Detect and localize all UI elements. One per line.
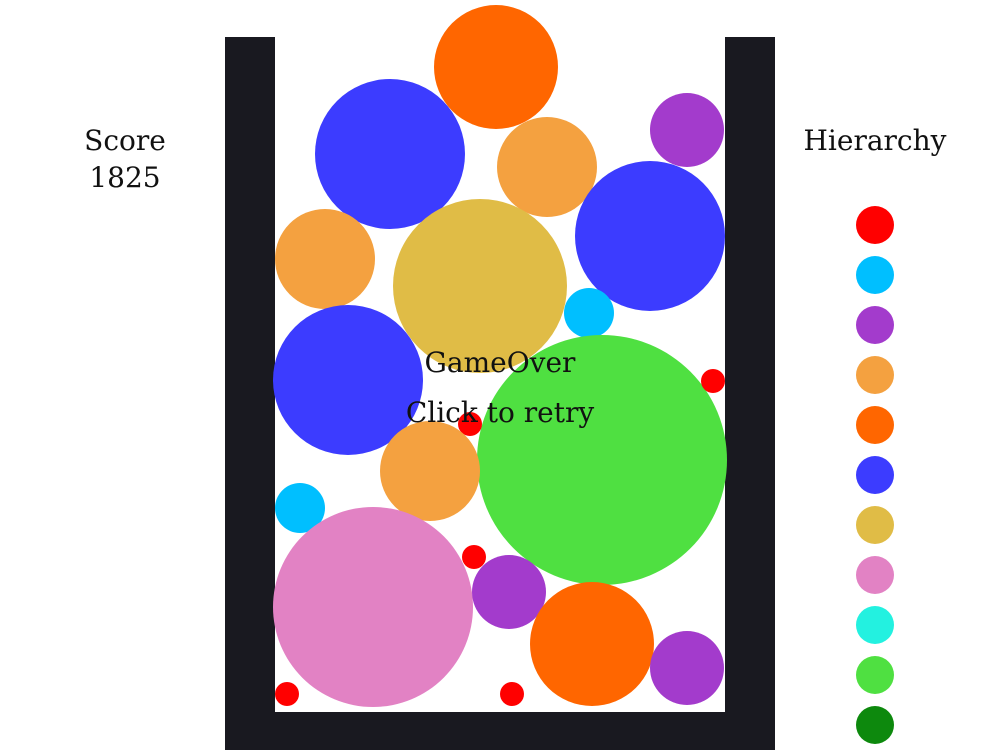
retry-prompt[interactable]: Click to retry <box>405 396 595 429</box>
ball-level-1 <box>462 545 486 569</box>
hierarchy-dot-level-11 <box>856 706 894 744</box>
ball-level-1 <box>500 682 524 706</box>
ball-level-1 <box>458 412 482 436</box>
jar-right-wall <box>725 37 775 750</box>
hierarchy-dot-level-1 <box>856 206 894 244</box>
ball-level-2 <box>275 483 325 533</box>
jar-floor <box>225 712 775 750</box>
ball-level-6 <box>273 305 423 455</box>
ball-level-8 <box>273 507 473 707</box>
ball-level-3 <box>650 631 724 705</box>
ball-level-6 <box>315 79 465 229</box>
ball-level-6 <box>575 161 725 311</box>
ball-level-3 <box>650 93 724 167</box>
ball-level-5 <box>434 5 558 129</box>
ball-level-1 <box>275 682 299 706</box>
ball-level-4 <box>380 421 480 521</box>
ball-level-4 <box>497 117 597 217</box>
hierarchy-dot-level-5 <box>856 406 894 444</box>
ball-level-3 <box>472 555 546 629</box>
ball-level-1 <box>701 369 725 393</box>
hierarchy-dot-level-2 <box>856 256 894 294</box>
hierarchy-list <box>856 206 894 750</box>
hierarchy-dot-level-4 <box>856 356 894 394</box>
ball-level-5 <box>530 582 654 706</box>
ball-level-10 <box>477 335 727 585</box>
game-over-title: GameOver <box>424 346 576 379</box>
score-panel: Score 1825 <box>60 122 190 196</box>
hierarchy-dot-level-7 <box>856 506 894 544</box>
jar-left-wall <box>225 37 275 750</box>
hierarchy-dot-level-8 <box>856 556 894 594</box>
hierarchy-title: Hierarchy <box>803 124 947 157</box>
score-value: 1825 <box>89 161 161 194</box>
score-label: Score <box>84 124 166 157</box>
ball-level-2 <box>564 288 614 338</box>
ball-level-7 <box>393 199 567 373</box>
hierarchy-dot-level-10 <box>856 656 894 694</box>
hierarchy-dot-level-3 <box>856 306 894 344</box>
ball-level-4 <box>275 209 375 309</box>
hierarchy-dot-level-6 <box>856 456 894 494</box>
hierarchy-dot-level-9 <box>856 606 894 644</box>
